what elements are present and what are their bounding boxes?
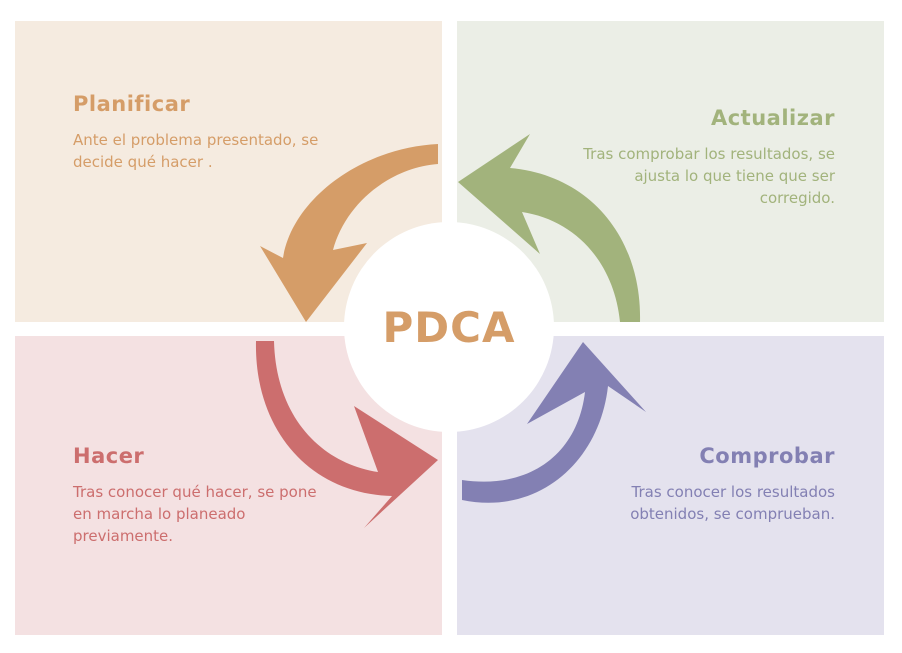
- center-circle: PDCA: [344, 222, 554, 432]
- do-arrow-icon: [255, 341, 438, 528]
- update-title: Actualizar: [710, 106, 835, 130]
- check-arrow-icon: [462, 342, 646, 503]
- check-description: Tras conocer los resultados obtenidos, s…: [630, 483, 835, 523]
- center-label: PDCA: [382, 302, 516, 352]
- plan-title: Planificar: [73, 92, 191, 116]
- plan-arrow-icon: [260, 144, 438, 322]
- do-title: Hacer: [73, 444, 145, 468]
- plan-description: Ante el problema presentado, se decide q…: [73, 131, 319, 171]
- update-description: Tras comprobar los resultados, se ajusta…: [583, 145, 835, 207]
- check-title: Comprobar: [699, 444, 835, 468]
- update-arrow-icon: [458, 134, 641, 322]
- do-description: Tras conocer qué hacer, se pone en march…: [73, 483, 317, 545]
